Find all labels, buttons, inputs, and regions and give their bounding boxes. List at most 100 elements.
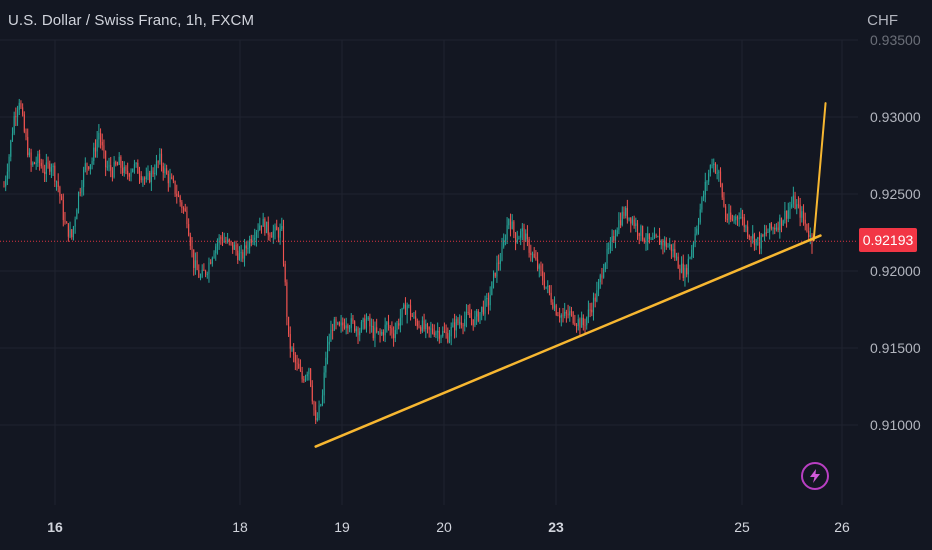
- candle-body[interactable]: [537, 259, 539, 269]
- candle-body[interactable]: [440, 336, 442, 339]
- candle-body[interactable]: [550, 292, 552, 303]
- candle-body[interactable]: [398, 323, 400, 326]
- candle-body[interactable]: [384, 324, 386, 336]
- candle-body[interactable]: [713, 163, 715, 165]
- candle-body[interactable]: [179, 196, 181, 203]
- candle-body[interactable]: [718, 171, 720, 173]
- candle-body[interactable]: [371, 325, 373, 327]
- candle-body[interactable]: [535, 257, 537, 260]
- candle-body[interactable]: [18, 102, 20, 110]
- candle-body[interactable]: [420, 327, 422, 332]
- candle-body[interactable]: [216, 243, 218, 247]
- candle-body[interactable]: [606, 248, 608, 264]
- candle-body[interactable]: [498, 262, 500, 264]
- candle-body[interactable]: [587, 309, 589, 318]
- candle-body[interactable]: [169, 177, 171, 184]
- candle-body[interactable]: [315, 410, 317, 421]
- candle-body[interactable]: [88, 166, 90, 169]
- candle-body[interactable]: [448, 336, 451, 343]
- candle-body[interactable]: [271, 236, 273, 238]
- candle-body[interactable]: [191, 245, 193, 250]
- candle-body[interactable]: [531, 253, 534, 256]
- candle-body[interactable]: [664, 240, 666, 246]
- candle-body[interactable]: [345, 325, 347, 329]
- candle-body[interactable]: [447, 333, 449, 343]
- candle-body[interactable]: [362, 318, 364, 323]
- candle-body[interactable]: [437, 330, 439, 333]
- candle-body[interactable]: [183, 208, 185, 210]
- candle-body[interactable]: [711, 164, 713, 166]
- candle-body[interactable]: [638, 233, 640, 236]
- candle-body[interactable]: [691, 249, 693, 258]
- candle-body[interactable]: [6, 171, 8, 180]
- candle-body[interactable]: [435, 332, 437, 336]
- candle-body[interactable]: [201, 269, 203, 277]
- candle-body[interactable]: [389, 326, 391, 328]
- candle-body[interactable]: [758, 237, 761, 249]
- candle-body[interactable]: [220, 237, 222, 239]
- candle-body[interactable]: [303, 379, 305, 381]
- candle-body[interactable]: [481, 306, 483, 313]
- candle-body[interactable]: [77, 192, 80, 210]
- candle-body[interactable]: [260, 225, 263, 227]
- candle-body[interactable]: [782, 220, 784, 226]
- candle-body[interactable]: [35, 162, 37, 164]
- candle-body[interactable]: [296, 362, 298, 364]
- candle-body[interactable]: [332, 329, 334, 331]
- candle-body[interactable]: [575, 324, 578, 326]
- candle-body[interactable]: [335, 319, 337, 324]
- candle-body[interactable]: [277, 230, 279, 238]
- candle-body[interactable]: [101, 142, 103, 146]
- candle-body[interactable]: [426, 323, 429, 327]
- candle-body[interactable]: [499, 260, 501, 264]
- candle-body[interactable]: [647, 233, 649, 242]
- candle-body[interactable]: [455, 319, 457, 331]
- candle-body[interactable]: [328, 341, 330, 345]
- candle-body[interactable]: [127, 170, 129, 175]
- candle-body[interactable]: [100, 132, 102, 143]
- candle-body[interactable]: [386, 322, 388, 325]
- candle-body[interactable]: [76, 209, 78, 220]
- candle-body[interactable]: [808, 231, 810, 237]
- candle-body[interactable]: [284, 263, 286, 283]
- candle-body[interactable]: [460, 322, 462, 326]
- candle-body[interactable]: [138, 173, 141, 177]
- candle-body[interactable]: [396, 323, 398, 331]
- candle-body[interactable]: [157, 161, 159, 163]
- candle-body[interactable]: [22, 107, 24, 115]
- candle-body[interactable]: [799, 204, 801, 218]
- candle-body[interactable]: [149, 172, 151, 183]
- candle-body[interactable]: [166, 168, 168, 174]
- candle-body[interactable]: [338, 322, 340, 326]
- candle-body[interactable]: [89, 164, 91, 169]
- candle-body[interactable]: [692, 243, 694, 250]
- candle-body[interactable]: [430, 328, 432, 330]
- candle-body[interactable]: [49, 163, 51, 172]
- candle-body[interactable]: [342, 322, 344, 326]
- candle-body[interactable]: [562, 315, 564, 317]
- candle-body[interactable]: [320, 404, 322, 406]
- candle-body[interactable]: [708, 173, 710, 182]
- candle-body[interactable]: [572, 311, 574, 324]
- candle-body[interactable]: [74, 219, 76, 227]
- candle-body[interactable]: [655, 235, 657, 237]
- candle-body[interactable]: [130, 172, 132, 177]
- candle-body[interactable]: [194, 260, 196, 268]
- candle-body[interactable]: [553, 305, 556, 309]
- candle-body[interactable]: [381, 332, 383, 335]
- candle-body[interactable]: [764, 232, 766, 236]
- candle-body[interactable]: [93, 147, 95, 161]
- candle-body[interactable]: [526, 233, 528, 240]
- candle-body[interactable]: [796, 204, 798, 209]
- candle-body[interactable]: [719, 171, 722, 184]
- candle-body[interactable]: [266, 221, 268, 234]
- candle-body[interactable]: [484, 299, 486, 314]
- candle-body[interactable]: [343, 325, 346, 329]
- candle-body[interactable]: [340, 322, 342, 326]
- candle-body[interactable]: [298, 363, 300, 369]
- candle-body[interactable]: [83, 169, 85, 187]
- candle-body[interactable]: [623, 211, 625, 216]
- candle-body[interactable]: [409, 305, 412, 316]
- candle-body[interactable]: [162, 166, 164, 174]
- candle-body[interactable]: [476, 311, 478, 317]
